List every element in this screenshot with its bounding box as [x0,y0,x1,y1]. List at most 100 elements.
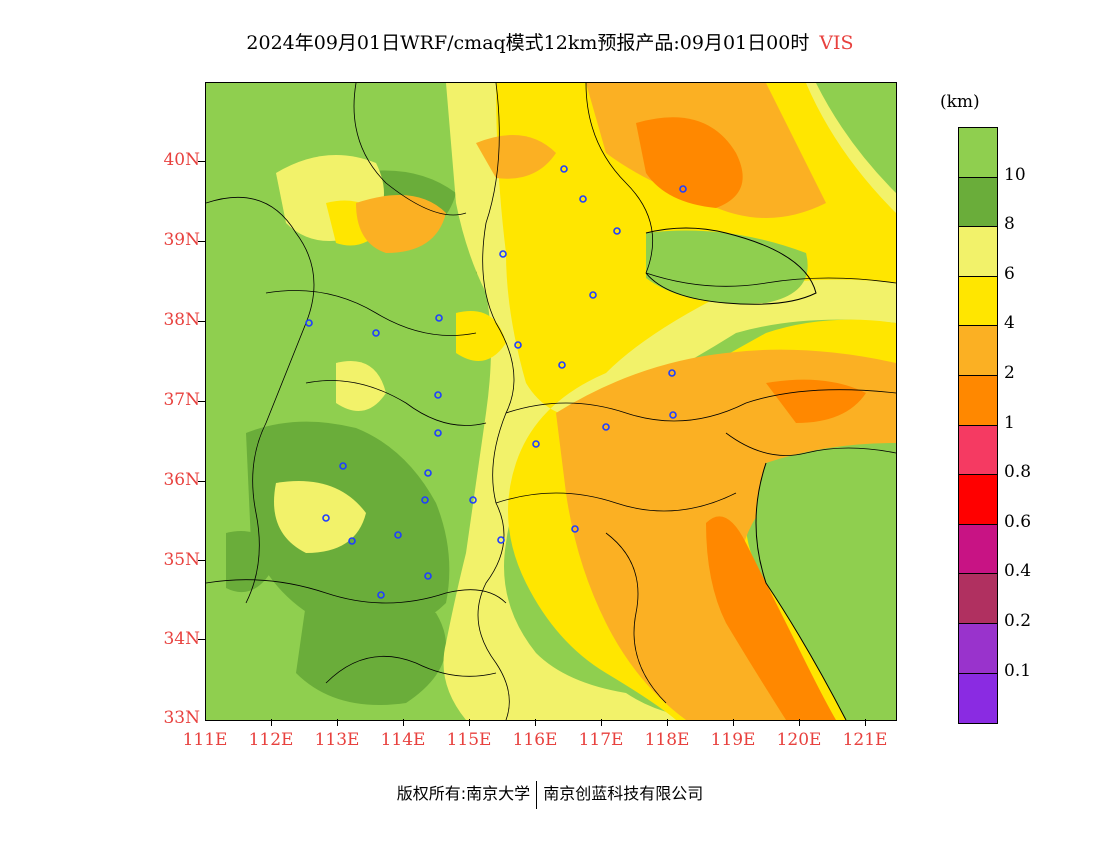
city-marker [613,227,621,235]
legend-label: 0.4 [1004,561,1032,582]
lon-tick [271,719,272,726]
lon-tick [403,719,404,726]
lat-label-36n: 36N [163,470,200,490]
city-marker [394,531,402,539]
legend-colorbar [958,127,998,725]
city-marker [434,391,442,399]
lon-tick [601,719,602,726]
city-marker [348,537,356,545]
legend-label: 0.8 [1004,462,1032,483]
lat-tick [198,639,205,640]
legend-swatch [959,276,997,327]
city-marker [514,341,522,349]
lat-label-34n: 34N [163,629,200,649]
legend-label: 1 [1004,412,1015,433]
city-marker [424,572,432,580]
legend-label: 0.2 [1004,611,1032,631]
city-marker [679,185,687,193]
city-marker [669,411,677,419]
legend-label: 4 [1004,313,1015,334]
lat-label-37n: 37N [163,390,200,410]
legend-swatch [959,177,997,228]
legend-label: 6 [1004,263,1015,284]
sea-areas [646,230,896,720]
lon-label-119e: 119E [710,730,756,750]
title-main: 2024年09月01日WRF/cmaq模式12km预报产品:09月01日00时 [246,32,810,54]
city-marker [434,429,442,437]
legend-swatch [959,475,997,525]
coastline [645,227,847,720]
city-marker [497,536,505,544]
city-marker [499,250,507,258]
visibility-map [205,82,897,721]
lat-label-35n: 35N [163,550,200,570]
lon-label-120e: 120E [776,730,822,750]
legend-label: 0.6 [1004,511,1032,532]
copyright-footer: 版权所有:南京大学 南京创蓝科技有限公司 [0,780,1100,809]
lon-tick [469,719,470,726]
city-marker [532,440,540,448]
title-variable: VIS [819,32,854,54]
footer-separator [536,780,538,809]
legend-swatch [959,326,997,376]
city-marker [571,525,579,533]
lon-tick [667,719,668,726]
legend-label: 0.1 [1004,660,1032,681]
lon-label-118e: 118E [644,730,690,750]
legend-swatch [959,128,997,178]
legend-label: 2 [1004,363,1015,383]
lon-tick [733,719,734,726]
city-marker [560,165,568,173]
city-markers [305,165,687,599]
lon-label-116e: 116E [512,730,558,750]
city-marker [339,462,347,470]
city-marker [322,514,330,522]
legend-swatch [959,425,997,476]
legend-label: 10 [1004,164,1026,185]
lon-label-117e: 117E [578,730,624,750]
legend-label: 8 [1004,214,1015,235]
footer-left: 版权所有:南京大学 [396,784,531,803]
lon-tick [535,719,536,726]
lon-label-111e: 111E [182,730,228,750]
lon-tick [337,719,338,726]
legend-unit: (km) [940,92,980,112]
lat-tick [198,481,205,482]
lon-label-115e: 115E [446,730,492,750]
lon-label-113e: 113E [314,730,360,750]
city-marker [589,291,597,299]
lat-label-33n: 33N [163,708,200,728]
city-marker [602,423,610,431]
city-marker [668,369,676,377]
lon-tick [799,719,800,726]
city-marker [558,361,566,369]
lat-label-40n: 40N [163,150,200,170]
lon-tick [865,719,866,726]
lat-tick [198,401,205,402]
legend-swatch [959,574,997,624]
lat-tick [198,321,205,322]
legend-swatch [959,623,997,674]
page-title: 2024年09月01日WRF/cmaq模式12km预报产品:09月01日00时 V… [0,28,1100,55]
legend-swatch [959,524,997,575]
city-marker [305,319,313,327]
boundary-lines [206,83,896,720]
lon-label-121e: 121E [842,730,888,750]
lon-label-112e: 112E [248,730,294,750]
city-marker [424,469,432,477]
footer-right: 南京创蓝科技有限公司 [543,784,704,803]
city-marker [469,496,477,504]
lat-label-39n: 39N [163,230,200,250]
lon-label-114e: 114E [380,730,426,750]
vis-1-2-areas [636,117,866,720]
city-marker [435,314,443,322]
lat-label-38n: 38N [163,310,200,330]
lat-tick [198,161,205,162]
city-marker [421,496,429,504]
city-marker [377,591,385,599]
legend-swatch [959,227,997,277]
city-marker [579,195,587,203]
legend-swatch [959,673,997,724]
legend-swatch [959,375,997,426]
city-marker [372,329,380,337]
